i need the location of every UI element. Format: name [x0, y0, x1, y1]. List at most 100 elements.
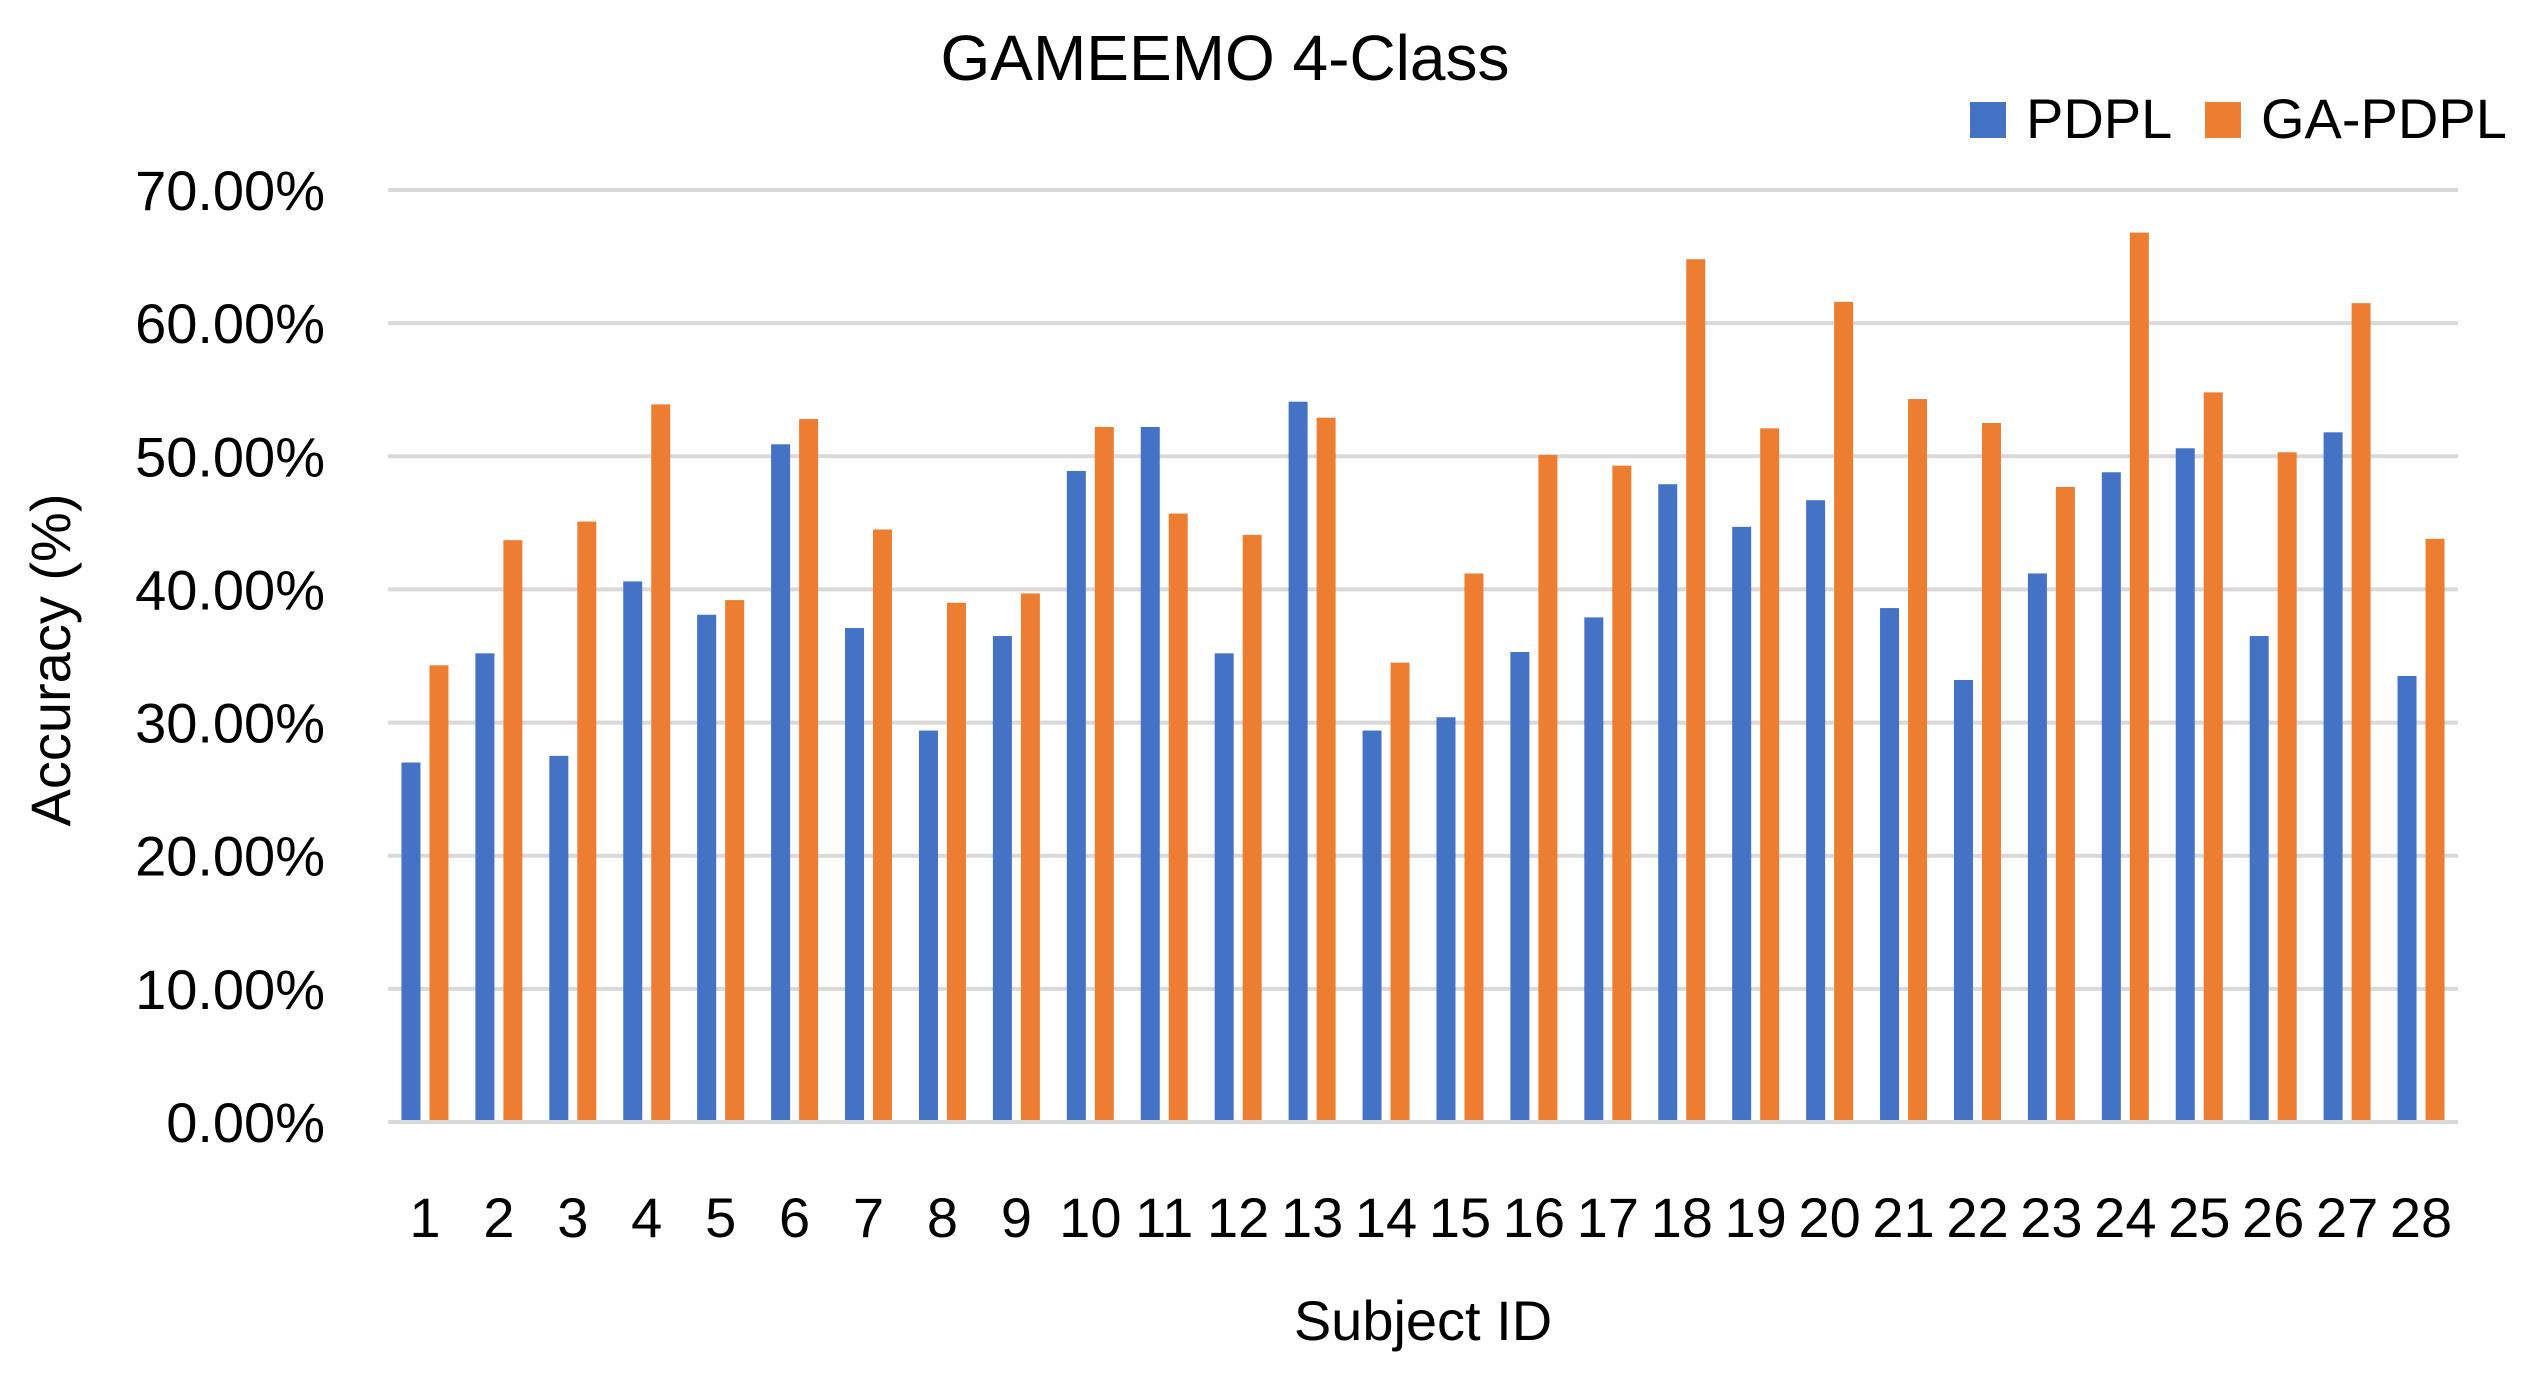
bar-ga-pdpl-22 [1981, 423, 2001, 1122]
x-tick-label: 19 [1725, 1186, 1787, 1249]
y-tick-label: 70.00% [135, 159, 325, 222]
bar-pdpl-14 [1362, 730, 1382, 1122]
x-tick-label: 4 [631, 1186, 662, 1249]
x-tick-label: 5 [705, 1186, 736, 1249]
y-tick-label: 60.00% [135, 292, 325, 355]
bar-pdpl-7 [845, 628, 865, 1122]
legend-swatch-pdpl [1970, 102, 2006, 138]
x-tick-label: 1 [409, 1186, 440, 1249]
bar-ga-pdpl-12 [1242, 534, 1262, 1122]
y-tick-label: 50.00% [135, 425, 325, 488]
bar-pdpl-23 [2027, 573, 2047, 1122]
bar-pdpl-25 [2175, 448, 2195, 1123]
legend-label-ga-pdpl: GA-PDPL [2261, 87, 2507, 150]
x-tick-label: 9 [1001, 1186, 1032, 1249]
bar-pdpl-13 [1288, 401, 1308, 1122]
bar-pdpl-22 [1953, 679, 1973, 1122]
bars [388, 232, 2458, 1124]
y-axis-label: Accuracy (%) [19, 494, 82, 827]
bar-ga-pdpl-5 [725, 600, 745, 1122]
x-tick-label: 23 [2020, 1186, 2082, 1249]
bar-pdpl-27 [2323, 432, 2343, 1122]
bar-pdpl-2 [475, 653, 495, 1122]
bar-pdpl-18 [1658, 484, 1678, 1122]
x-tick-label: 24 [2094, 1186, 2156, 1249]
x-tick-label: 28 [2390, 1186, 2452, 1249]
bar-ga-pdpl-26 [2277, 452, 2297, 1122]
x-tick-label: 13 [1281, 1186, 1343, 1249]
bar-ga-pdpl-20 [1834, 301, 1854, 1123]
y-tick-label: 0.00% [166, 1091, 325, 1154]
bar-ga-pdpl-8 [946, 602, 966, 1122]
y-tick-label: 40.00% [135, 558, 325, 621]
bar-pdpl-19 [1732, 526, 1752, 1122]
bar-ga-pdpl-4 [651, 404, 671, 1122]
bar-pdpl-6 [771, 444, 791, 1122]
bar-ga-pdpl-23 [2055, 486, 2075, 1122]
bar-ga-pdpl-17 [1612, 465, 1632, 1122]
x-tick-label: 21 [1872, 1186, 1934, 1249]
bar-ga-pdpl-11 [1168, 513, 1188, 1122]
bar-pdpl-9 [992, 636, 1012, 1122]
x-tick-label: 25 [2168, 1186, 2230, 1249]
x-tick-label: 27 [2316, 1186, 2378, 1249]
y-tick-label: 30.00% [135, 692, 325, 755]
y-tick-label: 20.00% [135, 825, 325, 888]
bar-pdpl-1 [401, 762, 421, 1122]
bar-pdpl-16 [1510, 652, 1530, 1122]
bar-pdpl-26 [2249, 636, 2269, 1122]
bar-pdpl-21 [1880, 608, 1900, 1122]
bar-ga-pdpl-16 [1538, 454, 1558, 1122]
bar-ga-pdpl-19 [1760, 428, 1780, 1123]
bar-ga-pdpl-9 [1020, 593, 1040, 1122]
bar-ga-pdpl-15 [1464, 573, 1484, 1122]
legend: PDPL GA-PDPL [1970, 87, 2507, 150]
bar-pdpl-4 [623, 581, 643, 1122]
bar-ga-pdpl-6 [799, 419, 819, 1122]
bar-ga-pdpl-28 [2425, 538, 2445, 1122]
bar-pdpl-20 [1806, 500, 1826, 1122]
x-tick-label: 18 [1651, 1186, 1713, 1249]
x-tick-label: 17 [1577, 1186, 1639, 1249]
bar-pdpl-28 [2397, 675, 2417, 1122]
bar-pdpl-11 [1140, 426, 1160, 1123]
y-tick-label: 10.00% [135, 958, 325, 1021]
bar-ga-pdpl-13 [1316, 417, 1336, 1122]
x-tick-label: 22 [1946, 1186, 2008, 1249]
x-tick-label: 7 [853, 1186, 884, 1249]
bar-ga-pdpl-27 [2351, 303, 2371, 1123]
bar-pdpl-5 [697, 614, 717, 1122]
bar-ga-pdpl-7 [873, 529, 893, 1122]
bar-ga-pdpl-24 [2129, 232, 2149, 1122]
bar-ga-pdpl-18 [1686, 259, 1706, 1123]
x-tick-label: 15 [1429, 1186, 1491, 1249]
bar-pdpl-24 [2101, 472, 2121, 1123]
x-tick-label: 14 [1355, 1186, 1417, 1249]
x-tick-label: 2 [483, 1186, 514, 1249]
x-axis-label: Subject ID [1294, 1289, 1552, 1352]
bar-ga-pdpl-10 [1094, 426, 1114, 1123]
x-tick-label: 3 [557, 1186, 588, 1249]
x-tick-label: 10 [1059, 1186, 1121, 1249]
x-tick-label: 11 [1135, 1186, 1193, 1249]
x-tick-label: 8 [927, 1186, 958, 1249]
x-tick-label: 26 [2242, 1186, 2304, 1249]
legend-swatch-ga-pdpl [2205, 102, 2241, 138]
x-axis-ticks: 1 2 3 4 5 6 7 8 9 10 11 12 13 14 15 16 17 18 19 20 21 22 23 24 2… [409, 1186, 2452, 1249]
x-tick-label: 6 [779, 1186, 810, 1249]
bar-ga-pdpl-25 [2203, 392, 2223, 1122]
bar-ga-pdpl-1 [429, 665, 449, 1122]
bar-ga-pdpl-3 [577, 521, 597, 1122]
chart-title: GAMEEMO 4-Class [941, 22, 1510, 94]
y-axis-ticks: 0.00% 10.00% 20.00% 30.00% 40.00% 50.00% 60.00… [135, 159, 325, 1154]
x-tick-label: 16 [1503, 1186, 1565, 1249]
bar-ga-pdpl-14 [1390, 662, 1410, 1122]
x-tick-label: 12 [1207, 1186, 1269, 1249]
bar-pdpl-3 [549, 755, 569, 1122]
bar-pdpl-10 [1066, 470, 1086, 1123]
bar-ga-pdpl-2 [503, 540, 523, 1122]
legend-label-pdpl: PDPL [2026, 87, 2172, 150]
bar-pdpl-8 [918, 730, 938, 1122]
